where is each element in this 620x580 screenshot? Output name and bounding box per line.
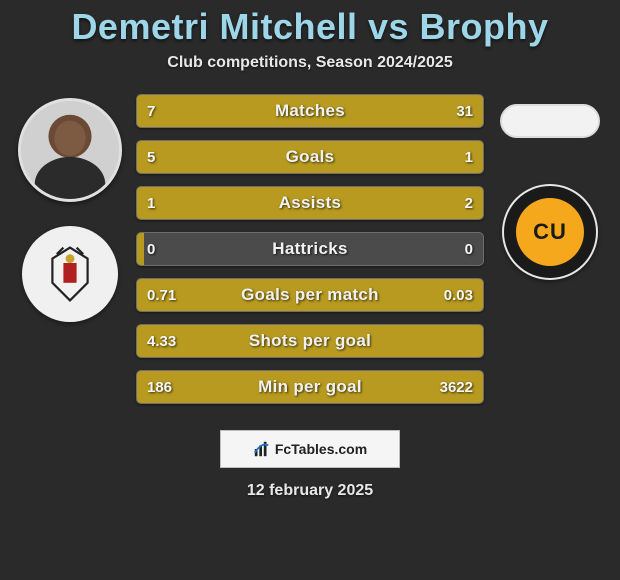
stat-row: 51Goals <box>136 140 484 174</box>
stat-label: Hattricks <box>137 233 483 265</box>
avatar-placeholder-icon <box>21 101 119 199</box>
stat-label: Goals <box>137 141 483 173</box>
stat-label: Shots per goal <box>137 325 483 357</box>
stat-label: Assists <box>137 187 483 219</box>
page-title: Demetri Mitchell vs Brophy <box>71 6 548 48</box>
stat-label: Goals per match <box>137 279 483 311</box>
logo-text: FcTables.com <box>275 441 367 457</box>
stat-label: Min per goal <box>137 371 483 403</box>
club-badge-text: CU <box>516 198 584 266</box>
player-left-column <box>10 94 130 322</box>
stat-row: 00Hattricks <box>136 232 484 266</box>
stat-row: 12Assists <box>136 186 484 220</box>
stat-bars: 731Matches 51Goals 12Assists 00Hattricks 0.7… <box>130 94 490 416</box>
stat-label: Matches <box>137 95 483 127</box>
comparison-card: Demetri Mitchell vs Brophy Club competit… <box>0 0 620 580</box>
stat-row: 731Matches <box>136 94 484 128</box>
bars-icon <box>253 440 271 458</box>
player-left-avatar <box>18 98 122 202</box>
stat-row: 1863622Min per goal <box>136 370 484 404</box>
page-subtitle: Club competitions, Season 2024/2025 <box>167 54 452 72</box>
main-row: 731Matches 51Goals 12Assists 00Hattricks 0.7… <box>0 94 620 416</box>
date-text: 12 february 2025 <box>247 482 373 500</box>
player-left-club-badge <box>22 226 118 322</box>
fctables-logo[interactable]: FcTables.com <box>220 430 400 468</box>
crest-icon <box>37 241 103 307</box>
stat-row: 0.710.03Goals per match <box>136 278 484 312</box>
stat-row: 4.33Shots per goal <box>136 324 484 358</box>
player-right-avatar-placeholder <box>500 104 600 138</box>
player-right-club-badge: CU <box>502 184 598 280</box>
player-right-column: CU <box>490 94 610 280</box>
